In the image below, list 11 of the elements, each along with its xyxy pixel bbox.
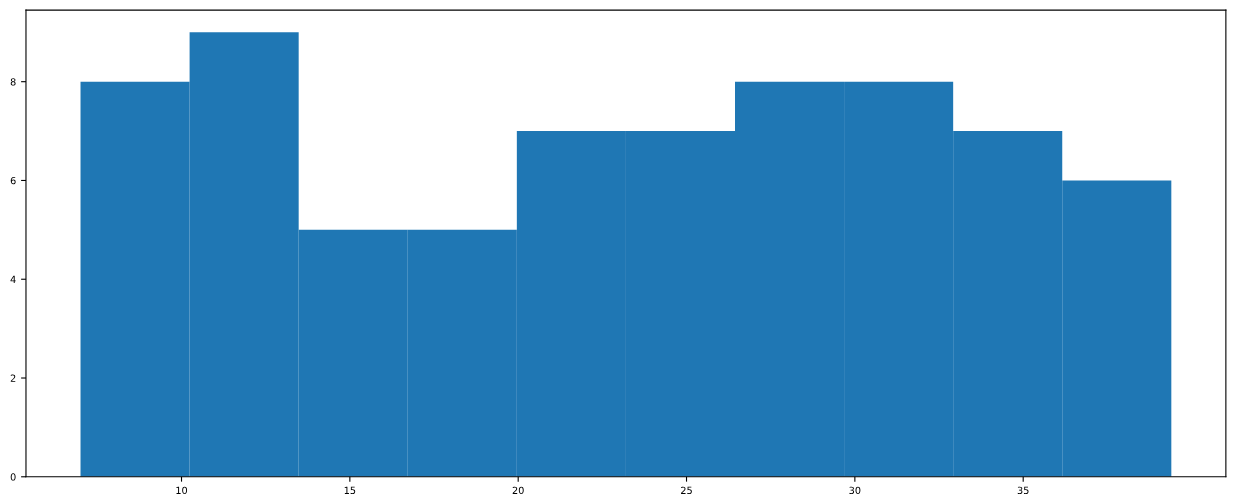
x-tick-label: 10 (176, 486, 188, 495)
y-tick-label: 2 (10, 374, 16, 382)
x-tick-label: 15 (344, 486, 356, 495)
y-tick-label: 0 (10, 473, 16, 481)
x-tick-label: 30 (849, 486, 861, 495)
x-tick-label: 35 (1017, 486, 1029, 495)
x-tick-label: 25 (681, 486, 692, 495)
y-tick-label: 6 (10, 176, 16, 185)
x-tick-label: 20 (512, 486, 524, 495)
y-tick-label: 4 (10, 275, 16, 283)
y-tick-label: 8 (10, 78, 16, 86)
